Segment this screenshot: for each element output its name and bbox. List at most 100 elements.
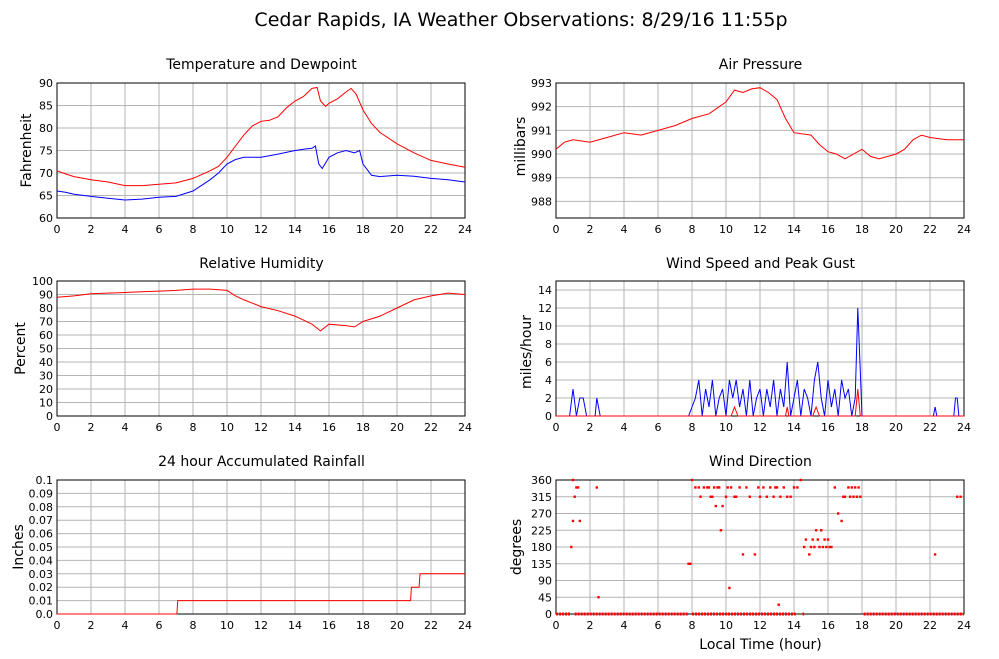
direction-point	[702, 486, 706, 489]
x-tick-label: 12	[254, 421, 268, 434]
plot-frame	[56, 479, 466, 615]
x-tick-label: 2	[587, 223, 594, 236]
x-tick-label: 6	[156, 619, 163, 632]
x-tick-label: 4	[122, 223, 129, 236]
x-tick-label: 0	[54, 619, 61, 632]
direction-point	[597, 596, 600, 599]
series-line	[56, 145, 466, 201]
direction-point	[758, 495, 762, 498]
direction-point	[956, 495, 959, 498]
x-tick-label: 10	[719, 223, 733, 236]
panel-title: Wind Direction	[709, 454, 812, 470]
direction-point	[803, 545, 806, 549]
y-tick-label: 993	[531, 77, 552, 90]
x-tick-label: 6	[156, 421, 163, 434]
y-tick-label: 988	[531, 195, 552, 208]
x-tick-label: 12	[753, 421, 767, 434]
x-tick-label: 22	[424, 619, 438, 632]
x-tick-label: 2	[88, 619, 95, 632]
y-tick-label: 360	[531, 474, 552, 487]
direction-point	[933, 553, 937, 556]
direction-point	[709, 495, 712, 498]
y-tick-label: 90	[39, 289, 53, 302]
x-tick-label: 18	[356, 421, 370, 434]
y-tick-label: 2	[545, 392, 552, 405]
y-tick-label: 0.06	[29, 528, 54, 541]
direction-point	[814, 529, 818, 532]
direction-point	[813, 545, 816, 549]
direction-point	[571, 478, 575, 482]
y-axis-label: miles/hour	[519, 315, 535, 389]
y-axis-label: Fahrenheit	[19, 113, 35, 188]
direction-point	[573, 495, 576, 498]
y-tick-label: 225	[531, 524, 552, 537]
figure-title: Cedar Rapids, IA Weather Observations: 8…	[254, 9, 787, 31]
x-tick-label: 12	[254, 619, 268, 632]
panel-air-pressure: Air Pressure millibars 0 2 4 6 8 10 12 14 16 18 20…	[513, 57, 971, 236]
plot-frame	[56, 280, 466, 417]
panel-title: 24 hour Accumulated Rainfall	[158, 454, 365, 470]
y-tick-label: 80	[39, 302, 53, 315]
x-tick-label: 18	[855, 223, 869, 236]
x-tick-label: 6	[655, 619, 662, 632]
y-tick-label: 4	[545, 374, 552, 387]
y-tick-label: 65	[39, 190, 53, 203]
series-line	[556, 388, 964, 417]
x-tick-label: 0	[553, 421, 560, 434]
series-line	[555, 87, 964, 160]
x-tick-label: 16	[322, 619, 336, 632]
direction-point	[811, 538, 814, 541]
panel-wind-direction: Wind Direction degrees 0 2 4 6 8 10 12 14 16 18 20…	[509, 454, 971, 632]
x-tick-label: 16	[322, 421, 336, 434]
direction-point	[719, 529, 723, 532]
direction-point	[859, 495, 862, 498]
y-tick-label: 0.05	[29, 541, 54, 554]
direction-point	[575, 486, 578, 489]
y-axis-label: Inches	[11, 524, 27, 569]
direction-point	[718, 486, 721, 489]
direction-point	[570, 545, 573, 549]
x-tick-label: 16	[821, 223, 835, 236]
direction-point	[850, 486, 853, 489]
direction-point	[694, 486, 697, 489]
direction-point	[854, 486, 857, 489]
x-tick-label: 12	[753, 619, 767, 632]
plot-frame	[56, 82, 466, 219]
y-tick-label: 135	[531, 558, 552, 571]
x-tick-label: 18	[855, 421, 869, 434]
direction-point	[792, 486, 796, 489]
y-axis-label: degrees	[509, 519, 525, 575]
y-tick-label: 0.1	[36, 474, 54, 487]
direction-point	[724, 495, 728, 498]
x-tick-label: 2	[587, 421, 594, 434]
direction-point	[726, 486, 729, 489]
direction-point	[789, 495, 792, 498]
x-tick-label: 16	[821, 421, 835, 434]
direction-point	[687, 562, 690, 565]
direction-point	[711, 495, 714, 498]
y-tick-label: 80	[39, 122, 53, 135]
y-tick-label: 60	[39, 329, 53, 342]
x-tick-label: 20	[390, 223, 404, 236]
direction-point	[840, 519, 843, 523]
x-tick-label: 22	[923, 421, 937, 434]
y-tick-label: 70	[39, 316, 53, 329]
panel-title: Relative Humidity	[199, 256, 323, 272]
direction-point	[745, 486, 748, 489]
x-tick-label: 0	[553, 223, 560, 236]
y-tick-label: 0.03	[29, 568, 54, 581]
x-tick-label: 8	[689, 223, 696, 236]
panel-title: Wind Speed and Peak Gust	[666, 256, 855, 272]
direction-point	[808, 553, 811, 556]
x-tick-label: 8	[190, 619, 197, 632]
panel-title: Temperature and Dewpoint	[165, 57, 357, 73]
direction-point	[804, 538, 808, 541]
x-tick-label: 16	[821, 619, 835, 632]
direction-point	[706, 486, 709, 489]
x-tick-label: 4	[621, 421, 628, 434]
x-tick-label: 2	[88, 223, 95, 236]
y-tick-label: 990	[531, 148, 552, 161]
y-tick-label: 45	[538, 591, 552, 604]
